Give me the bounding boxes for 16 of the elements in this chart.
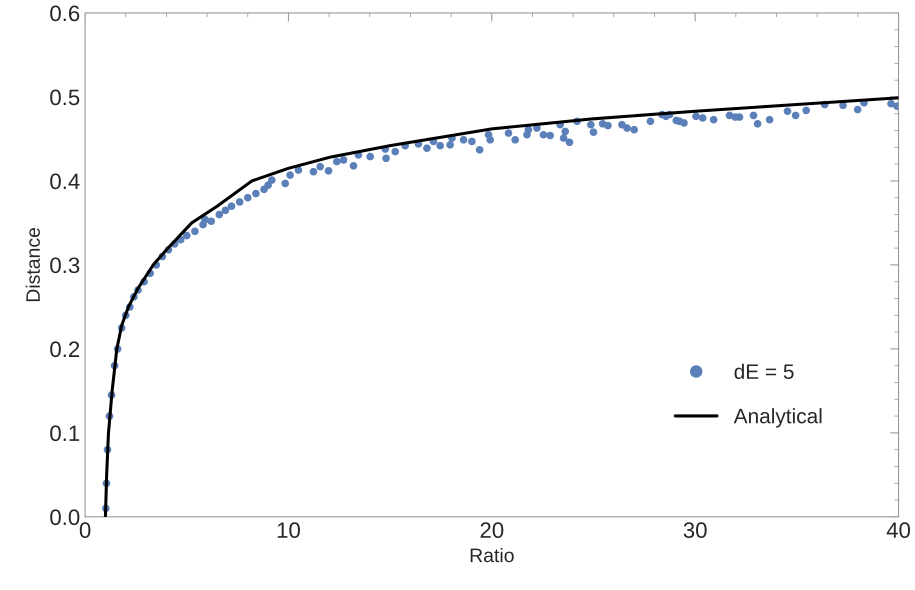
y-tick-label: 0.4 (50, 173, 80, 190)
y-tick-label: 0.0 (50, 509, 80, 526)
y-tick-label: 0.2 (50, 341, 80, 358)
x-tick-label: 20 (480, 522, 504, 538)
y-axis-title: Distance (26, 228, 40, 302)
x-axis-title: Ratio (470, 548, 514, 562)
y-tick-label: 0.6 (50, 6, 80, 22)
legend-label: Analytical (734, 408, 822, 428)
legend-label: dE = 5 (734, 364, 794, 380)
y-tick-label: 0.5 (50, 89, 80, 106)
x-tick-label: 30 (684, 522, 707, 538)
y-tick-label: 0.1 (50, 425, 80, 442)
x-tick-label: 10 (278, 522, 300, 538)
x-tick-label: 0 (80, 522, 90, 538)
y-tick-label: 0.3 (50, 257, 80, 274)
x-tick-label: 40 (886, 522, 910, 538)
